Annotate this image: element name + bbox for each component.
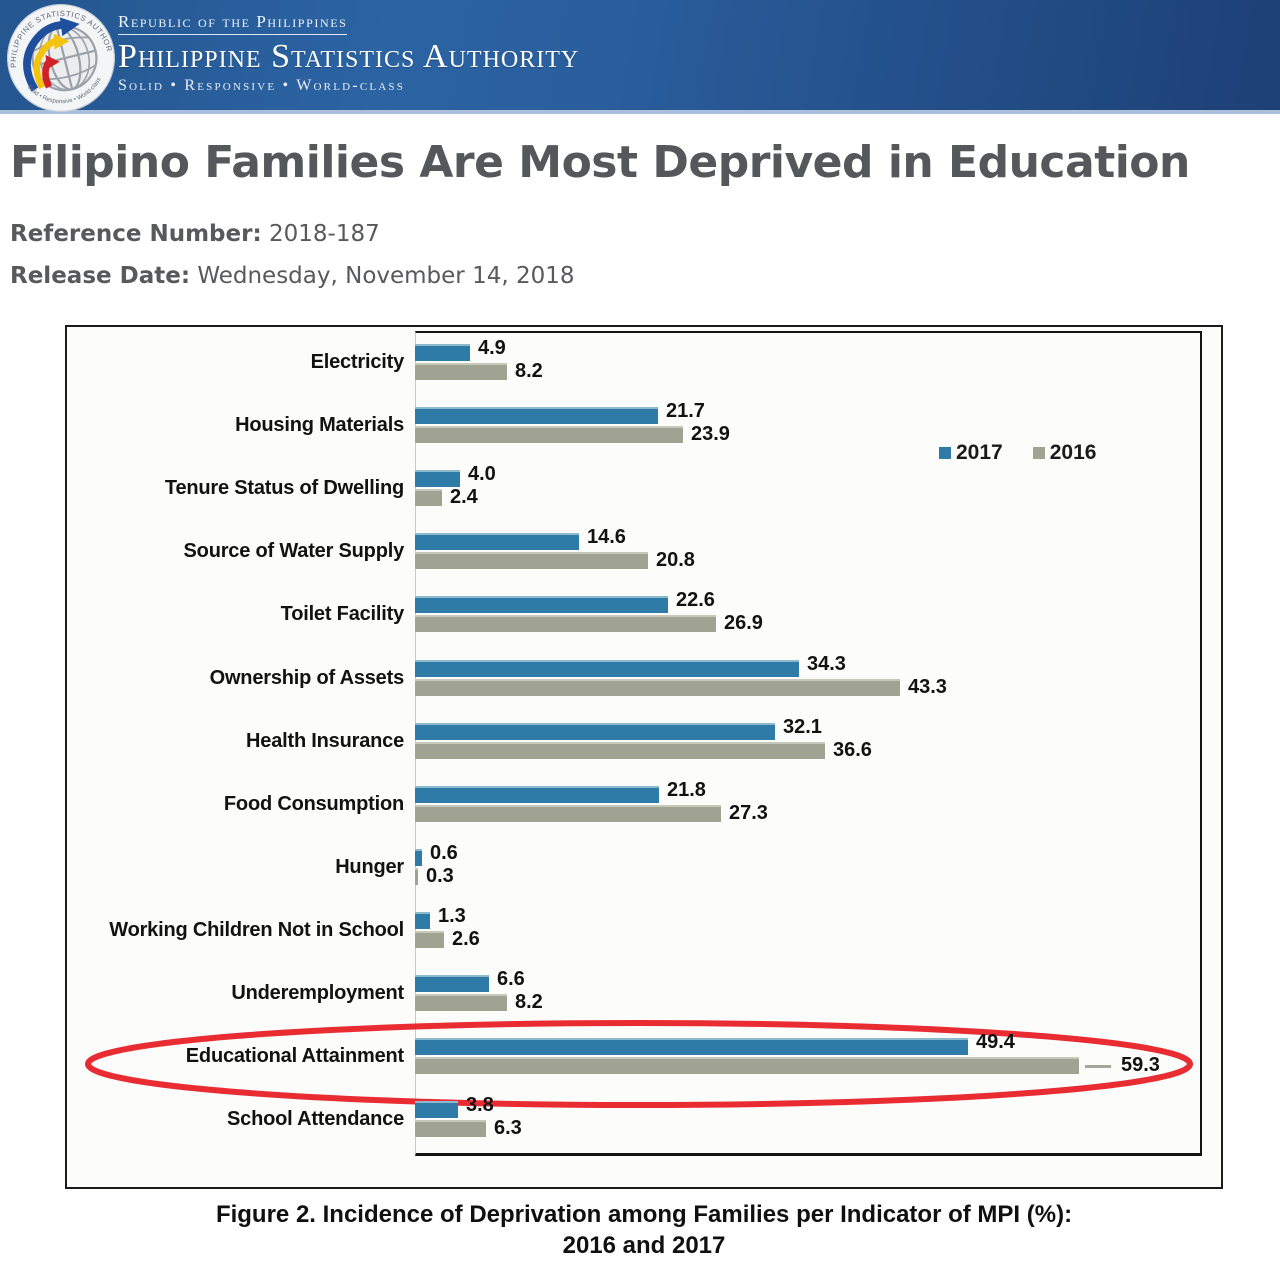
bar-2016	[415, 552, 648, 570]
bar-2017	[415, 722, 775, 740]
value-label-2017: 21.7	[666, 400, 705, 423]
category-label: Tenure Status of Dwelling	[164, 477, 404, 500]
bar-2017	[415, 533, 579, 551]
category-label: Toilet Facility	[280, 603, 405, 626]
bar-2016	[415, 363, 507, 381]
bar-2016	[415, 1056, 1079, 1074]
value-label-2016: 43.3	[908, 675, 947, 698]
value-label-2017: 32.1	[783, 715, 822, 738]
category-label: Food Consumption	[223, 792, 404, 815]
legend-item-2017: 2017	[939, 441, 1003, 465]
republic-line: Republic of the Philippines	[118, 12, 348, 35]
value-label-2017: 6.6	[497, 967, 525, 990]
category-label: Source of Water Supply	[183, 540, 405, 563]
bar-2017	[415, 1101, 458, 1119]
bar-2017	[415, 848, 422, 866]
category-label: Working Children Not in School	[109, 918, 404, 941]
legend-item-2016: 2016	[1032, 440, 1097, 465]
value-label-2016: 26.9	[724, 612, 763, 635]
release-metadata: Reference Number: 2018-187 Release Date:…	[10, 213, 1270, 297]
category-label: Ownership of Assets	[209, 666, 405, 689]
release-date-label: Release Date:	[10, 262, 191, 289]
value-label-2017: 4.9	[478, 337, 506, 360]
bar-2017	[415, 407, 658, 425]
value-label-2017: 14.6	[587, 526, 626, 549]
value-label-2016: 20.8	[656, 549, 695, 572]
value-label-2016: 8.2	[515, 990, 543, 1013]
release-date-line: Release Date: Wednesday, November 14, 20…	[10, 255, 1270, 297]
figure-caption-line1: Figure 2. Incidence of Deprivation among…	[215, 1200, 1073, 1228]
value-label-2017: 49.4	[976, 1030, 1015, 1053]
psa-seal-logo: PHILIPPINE STATISTICS AUTHORITY Solid • …	[6, 3, 115, 113]
category-label: Educational Attainment	[185, 1044, 404, 1067]
label-leader-line	[1085, 1064, 1111, 1068]
category-label: Underemployment	[231, 981, 404, 1004]
bar-2017	[415, 659, 799, 677]
release-date-value: Wednesday, November 14, 2018	[197, 262, 575, 289]
category-label: Electricity	[310, 351, 405, 374]
bar-2016	[415, 1120, 486, 1138]
value-label-2017: 3.8	[466, 1094, 494, 1117]
bar-2017	[415, 785, 659, 803]
category-label: Housing Materials	[235, 414, 404, 437]
value-label-2017: 1.3	[438, 904, 466, 927]
reference-number-line: Reference Number: 2018-187	[10, 213, 1270, 255]
legend-label-2017: 2017	[956, 440, 1003, 464]
value-label-2016: 36.6	[833, 738, 872, 761]
value-label-2017: 0.6	[430, 841, 458, 864]
value-label-2016: 0.3	[426, 864, 454, 887]
legend-label-2016: 2016	[1049, 440, 1097, 464]
value-label-2017: 34.3	[807, 652, 846, 675]
value-label-2016: 8.2	[515, 360, 543, 383]
value-label-2017: 22.6	[676, 589, 715, 612]
bar-2016	[415, 426, 683, 444]
bar-2017	[415, 911, 430, 929]
value-label-2016: 59.3	[1121, 1053, 1160, 1076]
category-label: Hunger	[335, 855, 404, 878]
value-label-2016: 2.4	[450, 486, 478, 509]
legend-swatch-2016	[1032, 446, 1045, 459]
psa-header: PHILIPPINE STATISTICS AUTHORITY Solid • …	[0, 0, 1280, 114]
agency-tagline: Solid • Responsive • World-class	[118, 77, 406, 95]
bar-2016	[415, 930, 444, 948]
bar-2016	[415, 489, 442, 507]
bar-2017	[415, 974, 489, 992]
value-label-2016: 2.6	[452, 927, 480, 950]
chart-legend: 2017 2016	[939, 441, 1096, 465]
page-title: Filipino Families Are Most Deprived in E…	[10, 137, 1190, 188]
bar-2016	[415, 615, 716, 633]
bar-2016	[415, 804, 721, 822]
bar-2016	[415, 741, 825, 759]
bar-2017	[415, 596, 668, 614]
value-label-2017: 21.8	[667, 778, 706, 801]
value-label-2016: 27.3	[729, 801, 768, 824]
reference-number-label: Reference Number:	[10, 220, 262, 247]
bar-2016	[415, 867, 418, 885]
bar-2016	[415, 993, 507, 1011]
bar-2016	[415, 678, 900, 696]
value-label-2017: 4.0	[468, 463, 496, 486]
figure-caption: Figure 2. Incidence of Deprivation among…	[65, 1199, 1223, 1261]
press-release-content: Filipino Families Are Most Deprived in E…	[0, 137, 1280, 1261]
mpi-bar-chart: 2017 2016 Electricity 4.9 8.2 Housing Materi…	[65, 324, 1223, 1189]
category-label: School Attendance	[227, 1108, 404, 1131]
bar-2017	[415, 470, 460, 488]
figure-caption-line2: 2016 and 2017	[562, 1231, 726, 1259]
category-label: Health Insurance	[246, 729, 404, 752]
value-label-2016: 6.3	[494, 1117, 522, 1140]
bar-2017	[415, 344, 470, 362]
value-label-2016: 23.9	[691, 423, 730, 446]
agency-name: Philippine Statistics Authority	[118, 38, 580, 75]
bar-2017	[415, 1037, 968, 1055]
figure-2: 2017 2016 Electricity 4.9 8.2 Housing Materi…	[65, 324, 1223, 1261]
swirl-arrows-icon	[23, 17, 80, 92]
legend-swatch-2017	[939, 446, 951, 459]
reference-number-value: 2018-187	[268, 220, 380, 247]
